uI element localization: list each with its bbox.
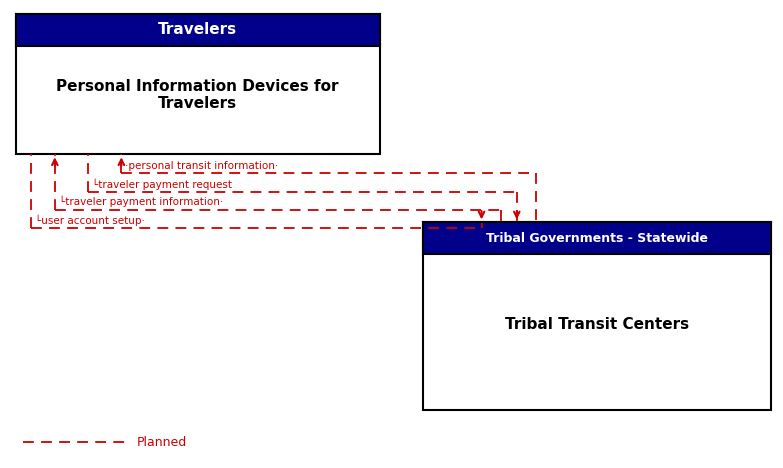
Text: Tribal Transit Centers: Tribal Transit Centers (505, 316, 689, 331)
Bar (423, 222, 771, 254)
Bar (423, 222, 771, 410)
Bar (16, 14, 380, 46)
Text: Personal Information Devices for
Travelers: Personal Information Devices for Travele… (56, 79, 339, 111)
Bar (423, 222, 771, 254)
Text: Planned: Planned (137, 436, 187, 449)
Bar (16, 14, 380, 154)
Text: └traveler payment information·: └traveler payment information· (59, 196, 223, 207)
Bar (16, 14, 380, 46)
Text: Tribal Governments - Statewide: Tribal Governments - Statewide (486, 232, 708, 245)
Text: Travelers: Travelers (158, 22, 237, 37)
Text: └traveler payment request: └traveler payment request (92, 178, 232, 190)
Text: ·personal transit information·: ·personal transit information· (125, 161, 279, 171)
Text: └user account setup·: └user account setup· (35, 215, 145, 226)
